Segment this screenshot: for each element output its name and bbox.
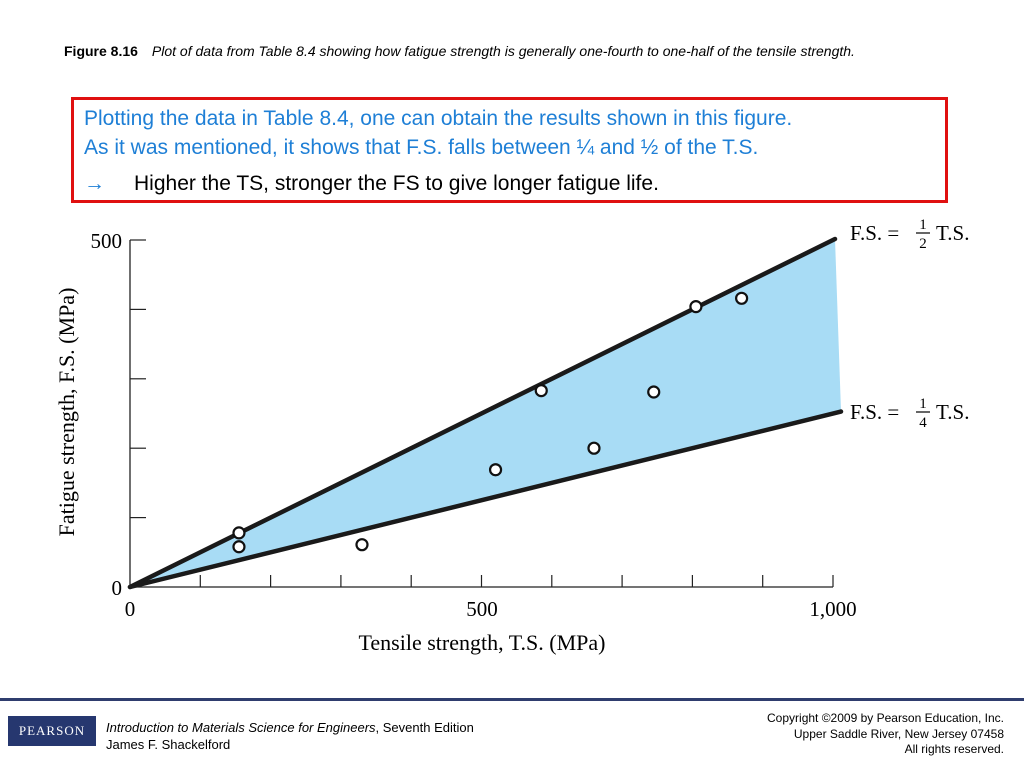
data-point: [232, 540, 246, 554]
book-title: Introduction to Materials Science for En…: [106, 720, 376, 735]
arrow-right-icon: →: [84, 172, 105, 195]
label-quarter-prefix: F.S. =: [850, 400, 899, 424]
label-quarter-num: 1: [919, 396, 927, 412]
data-point: [735, 291, 749, 305]
x-tick-label-0: 0: [125, 597, 136, 621]
label-quarter-suffix: T.S.: [936, 400, 969, 424]
book-info: Introduction to Materials Science for En…: [106, 719, 474, 753]
footer-rule: [0, 698, 1024, 701]
copyright-line-1: Copyright ©2009 by Pearson Education, In…: [767, 711, 1004, 725]
y-axis-label: Fatigue strength, F.S. (MPa): [54, 288, 79, 537]
figure-number: Figure 8.16: [64, 43, 138, 59]
callout-line-2: As it was mentioned, it shows that F.S. …: [84, 136, 759, 159]
data-points: [232, 291, 749, 554]
line-quarter-ts: [127, 409, 844, 590]
label-half-num: 1: [919, 217, 927, 233]
copyright-line-3: All rights reserved.: [904, 742, 1004, 756]
figure-caption: Figure 8.16 Plot of data from Table 8.4 s…: [64, 42, 964, 61]
label-half-den: 2: [919, 236, 927, 252]
callout-bullet-text: Higher the TS, stronger the FS to give l…: [134, 172, 659, 195]
data-point: [534, 383, 548, 398]
y-tick-label-500: 500: [91, 229, 123, 253]
label-half-ts: F.S. = 1 2 T.S.: [850, 217, 969, 252]
callout-bullet: → Higher the TS, stronger the FS to give …: [84, 169, 935, 198]
x-ticks: [199, 575, 834, 587]
book-edition: , Seventh Edition: [375, 720, 474, 735]
fatigue-chart: 0 500 1,000 0 500 Tensile strength, T.S.…: [54, 217, 969, 655]
data-point: [355, 538, 369, 552]
callout-box: Plotting the data in Table 8.4, one can …: [71, 97, 948, 203]
x-tick-label-1000: 1,000: [809, 597, 856, 621]
line-half-ts: [127, 236, 838, 590]
y-ticks: [130, 239, 146, 519]
y-tick-label-0: 0: [112, 576, 123, 600]
figure-caption-text: Plot of data from Table 8.4 showing how …: [151, 43, 855, 59]
pearson-logo: PEARSON: [8, 716, 96, 746]
callout-line-1: Plotting the data in Table 8.4, one can …: [84, 107, 793, 130]
label-quarter-den: 4: [919, 415, 927, 431]
data-point: [647, 385, 661, 399]
data-point: [587, 441, 601, 455]
copyright-line-2: Upper Saddle River, New Jersey 07458: [793, 726, 1004, 741]
x-axis-label: Tensile strength, T.S. (MPa): [359, 630, 606, 655]
book-author: James F. Shackelford: [106, 737, 231, 752]
data-point: [488, 463, 503, 477]
x-tick-label-500: 500: [466, 597, 498, 621]
data-point: [689, 300, 703, 314]
data-point: [232, 526, 246, 540]
label-quarter-ts: F.S. = 1 4 T.S.: [850, 396, 969, 431]
copyright-block: Copyright ©2009 by Pearson Education, In…: [767, 711, 1004, 758]
label-half-suffix: T.S.: [936, 221, 969, 245]
label-half-prefix: F.S. =: [850, 221, 899, 245]
